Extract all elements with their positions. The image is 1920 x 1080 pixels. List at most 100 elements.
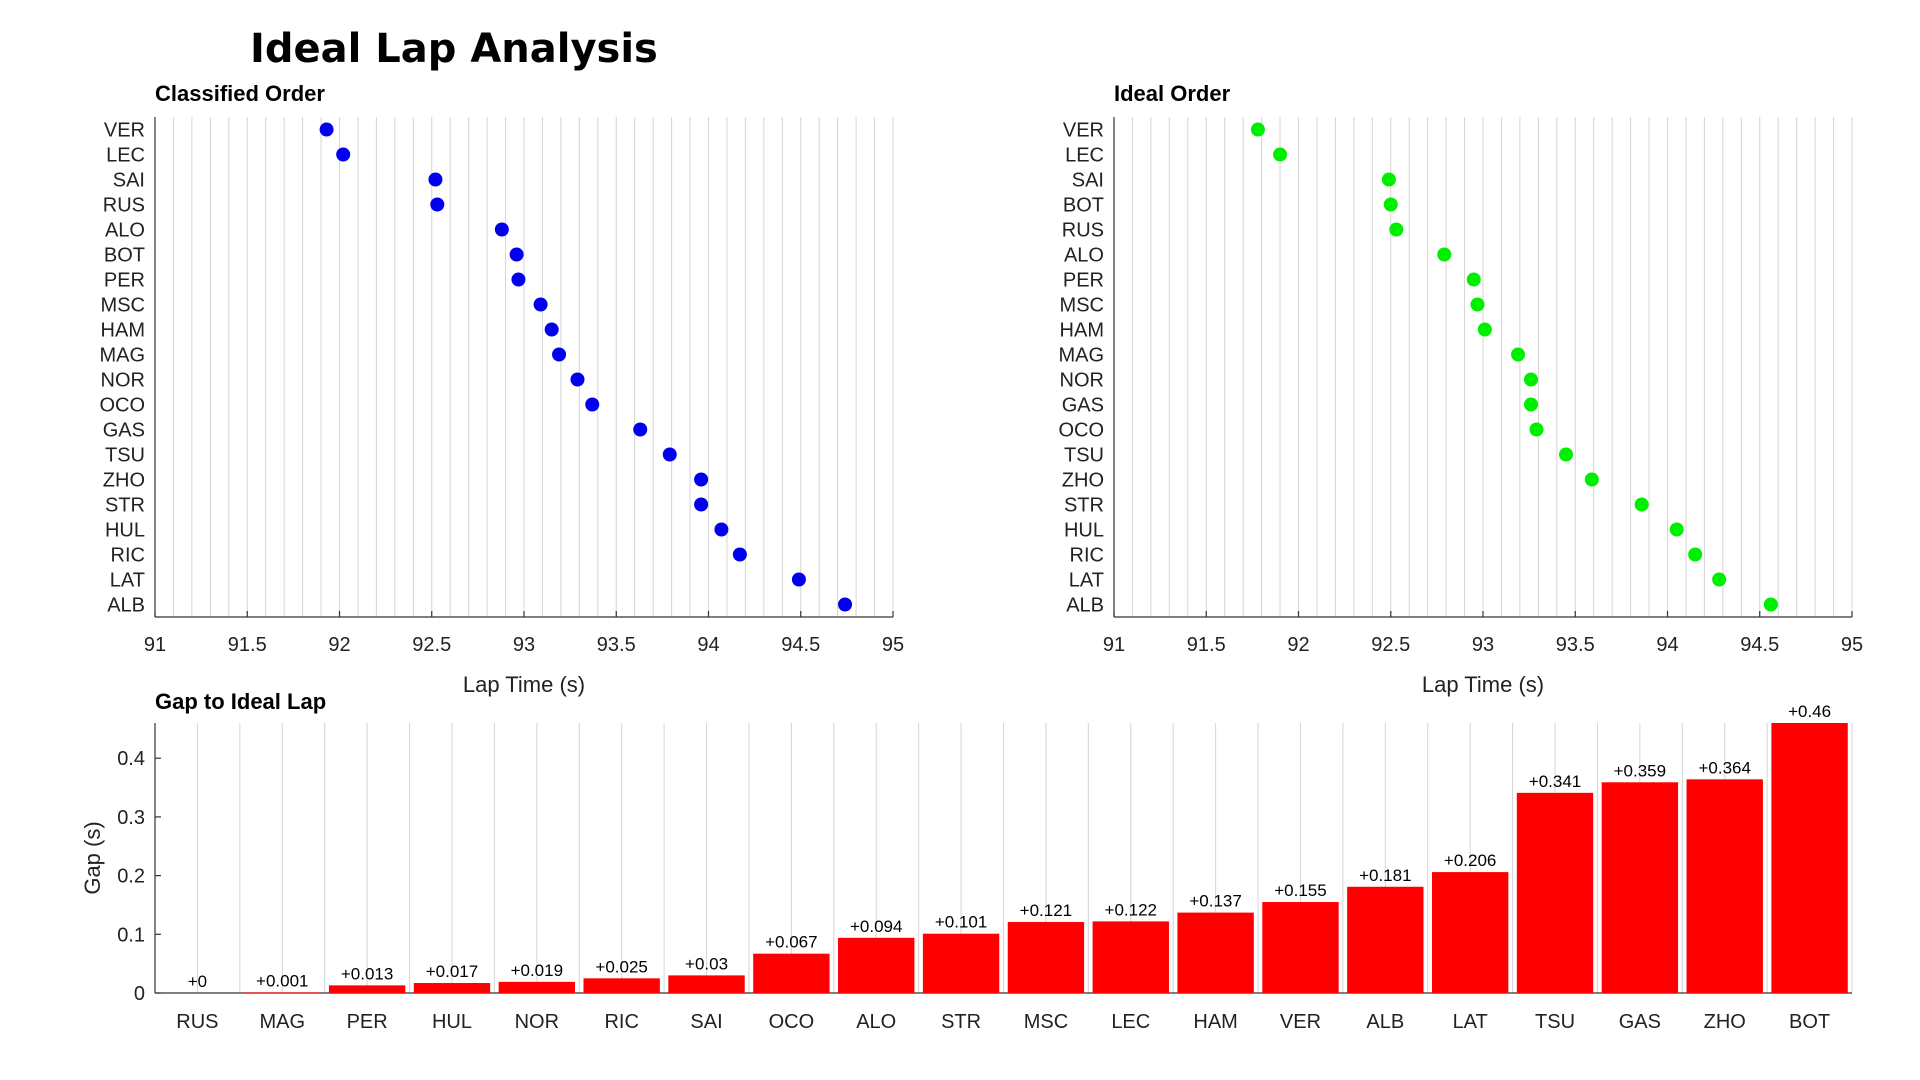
ideal-point <box>1250 122 1265 137</box>
gap-bar-value-label: +0.013 <box>341 964 393 983</box>
classified-x-tick-label: 92.5 <box>412 634 451 656</box>
classified-point <box>714 522 729 537</box>
classified-x-tick-label: 94 <box>697 634 719 656</box>
gap-bar <box>1262 902 1339 993</box>
ideal-point <box>1523 372 1538 387</box>
ideal-x-tick-label: 94.5 <box>1740 634 1779 656</box>
classified-point <box>544 322 559 337</box>
gap-driver-label: ALB <box>1366 1011 1404 1033</box>
gap-bar-value-label: +0.03 <box>685 954 728 973</box>
gap-driver-label: GAS <box>1619 1011 1661 1033</box>
ideal-x-tick-label: 93.5 <box>1556 634 1595 656</box>
classified-driver-label: ZHO <box>103 470 145 492</box>
gap-bar <box>159 993 236 994</box>
ideal-driver-label: SAI <box>1072 170 1104 192</box>
classified-point <box>633 422 648 437</box>
gap-bar <box>328 985 406 993</box>
classified-point <box>791 572 806 587</box>
classified-point <box>694 472 709 487</box>
gap-driver-label: ZHO <box>1704 1011 1746 1033</box>
ideal-x-tick-label: 93 <box>1472 634 1494 656</box>
ideal-point <box>1584 472 1599 487</box>
ideal-order-plot: 91 91.5 92 92.5 93 93.5 94 94.5 95 VER LEC SAI BOT RU… <box>1058 117 1863 656</box>
classified-point <box>552 347 567 362</box>
classified-panel-title: Classified Order <box>155 81 325 106</box>
gap-driver-label: TSU <box>1535 1011 1575 1033</box>
gap-y-tick-label: 0.3 <box>117 807 145 829</box>
gap-y-tick-label: 0.1 <box>117 924 145 946</box>
gap-bar-value-label: +0.155 <box>1274 881 1326 900</box>
classified-driver-label: NOR <box>101 370 145 392</box>
ideal-x-tick-label: 92.5 <box>1371 634 1410 656</box>
ideal-point <box>1712 572 1727 587</box>
gap-bar <box>1177 912 1254 993</box>
ideal-point <box>1477 322 1492 337</box>
gap-bar-value-label: +0.067 <box>765 933 817 952</box>
gap-driver-label: STR <box>941 1011 981 1033</box>
gap-bar-value-label: +0.341 <box>1529 772 1581 791</box>
classified-point <box>336 147 351 162</box>
ideal-point <box>1383 197 1398 212</box>
ideal-driver-label: MAG <box>1058 345 1104 367</box>
gap-bar <box>1347 886 1424 993</box>
classified-x-tick-label: 95 <box>882 634 904 656</box>
gap-bar <box>922 933 1000 993</box>
gap-bar <box>1686 779 1763 993</box>
classified-point <box>494 222 509 237</box>
ideal-x-tick-label: 91.5 <box>1187 634 1226 656</box>
gap-y-tick-label: 0 <box>134 983 145 1005</box>
gap-bar <box>1516 792 1594 993</box>
ideal-point <box>1511 347 1526 362</box>
ideal-point <box>1559 447 1574 462</box>
classified-driver-label: LEC <box>106 145 145 167</box>
gap-driver-label: SAI <box>690 1011 722 1033</box>
classified-point <box>732 547 747 562</box>
gap-driver-label: MAG <box>259 1011 305 1033</box>
ideal-point <box>1273 147 1288 162</box>
ideal-driver-label: OCO <box>1058 420 1104 442</box>
gap-driver-label: OCO <box>769 1011 815 1033</box>
ideal-point <box>1634 497 1649 512</box>
classified-driver-label: HAM <box>101 320 145 342</box>
classified-x-tick-label: 91.5 <box>228 634 267 656</box>
classified-driver-label: MAG <box>99 345 145 367</box>
ideal-point <box>1669 522 1684 537</box>
ideal-driver-label: STR <box>1064 495 1104 517</box>
gap-driver-label: BOT <box>1789 1011 1830 1033</box>
gap-driver-label: VER <box>1280 1011 1321 1033</box>
gap-bar-value-label: +0.019 <box>511 961 563 980</box>
gap-bar <box>583 978 660 993</box>
classified-driver-label: TSU <box>105 445 145 467</box>
classified-point <box>570 372 585 387</box>
gap-bar-value-label: +0.364 <box>1698 758 1750 777</box>
gap-y-tick-label: 0.4 <box>117 748 145 770</box>
ideal-driver-label: LEC <box>1065 145 1104 167</box>
ideal-point <box>1529 422 1544 437</box>
ideal-point <box>1763 597 1778 612</box>
gap-bar <box>244 992 321 994</box>
classified-order-plot: 91 91.5 92 92.5 93 93.5 94 94.5 95 VER LEC SAI RUS AL… <box>99 117 904 656</box>
ideal-point <box>1470 297 1485 312</box>
classified-x-tick-label: 93 <box>513 634 535 656</box>
ideal-point <box>1466 272 1481 287</box>
gap-bar-value-label: +0.46 <box>1788 702 1831 721</box>
gap-bar-value-label: +0.122 <box>1105 900 1157 919</box>
ideal-driver-label: TSU <box>1064 445 1104 467</box>
gap-driver-label: HUL <box>432 1011 472 1033</box>
classified-point <box>319 122 334 137</box>
ideal-driver-label: GAS <box>1062 395 1104 417</box>
classified-point <box>662 447 677 462</box>
classified-point <box>585 397 600 412</box>
ideal-driver-label: MSC <box>1060 295 1104 317</box>
gap-driver-label: HAM <box>1193 1011 1237 1033</box>
classified-x-tick-label: 91 <box>144 634 166 656</box>
ideal-driver-label: RUS <box>1062 220 1104 242</box>
gap-driver-label: RUS <box>176 1011 218 1033</box>
ideal-point <box>1688 547 1703 562</box>
classified-driver-label: SAI <box>113 170 145 192</box>
gap-driver-label: PER <box>347 1011 388 1033</box>
gap-bar-value-label: +0.001 <box>256 971 308 990</box>
classified-point <box>430 197 445 212</box>
